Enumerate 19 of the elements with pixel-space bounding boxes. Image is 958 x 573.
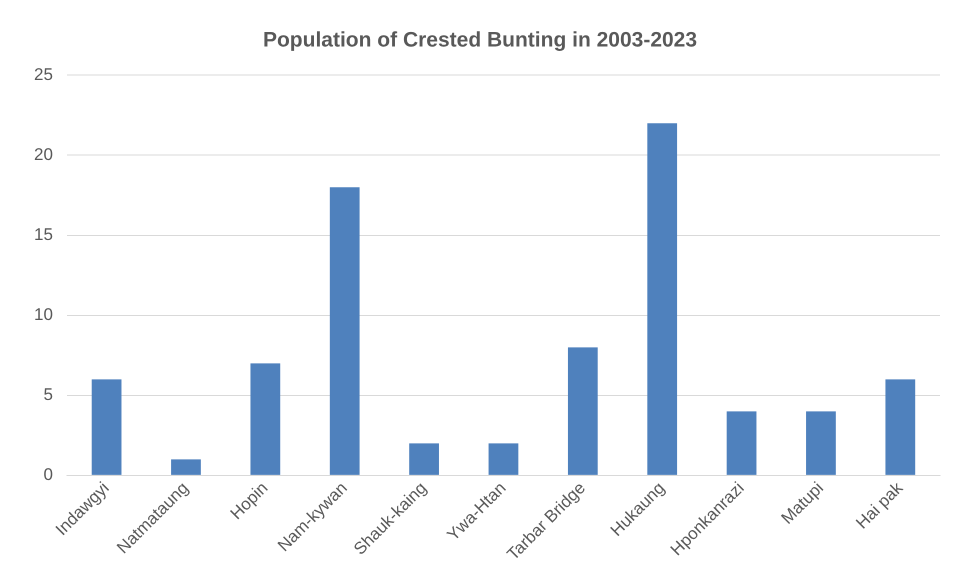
bar	[92, 379, 122, 475]
y-tick-label: 10	[34, 305, 53, 324]
bar	[568, 347, 598, 475]
x-tick-label: Hai pak	[852, 478, 907, 533]
bar	[885, 379, 916, 475]
bar	[488, 443, 518, 475]
y-tick-label: 25	[34, 64, 53, 84]
y-tick-label: 5	[43, 385, 53, 404]
bar	[726, 411, 756, 475]
bar	[171, 459, 201, 475]
y-tick-label: 15	[34, 224, 53, 244]
bar	[330, 187, 360, 475]
bar	[250, 363, 280, 475]
bar	[647, 123, 678, 475]
bar	[409, 443, 439, 475]
y-tick-label: 0	[43, 465, 53, 484]
bar	[806, 411, 836, 475]
chart-title: Population of Crested Bunting in 2003-2023	[262, 28, 698, 52]
y-tick-label: 20	[34, 144, 53, 164]
